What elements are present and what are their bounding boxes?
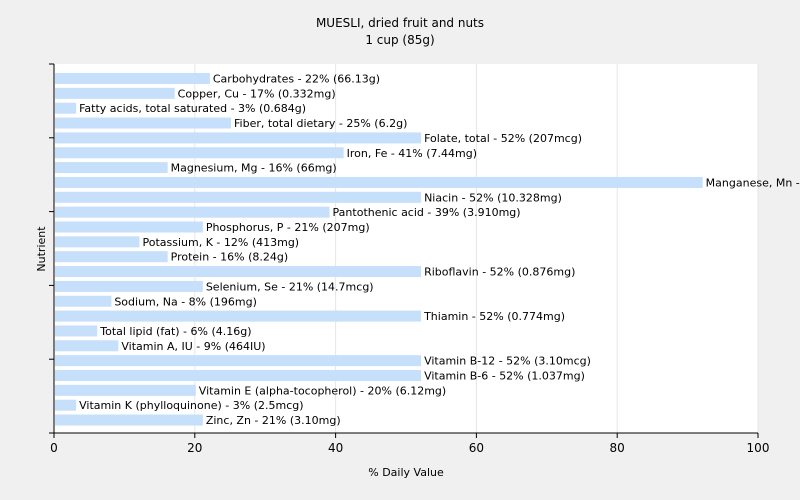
x-tick-label: 40 xyxy=(328,441,343,455)
bar xyxy=(55,102,77,114)
bar-label: Vitamin E (alpha-tocopherol) - 20% (6.12… xyxy=(199,384,446,397)
bar xyxy=(55,280,203,292)
bar xyxy=(55,355,422,367)
bar xyxy=(55,117,231,129)
bar-label: Protein - 16% (8.24g) xyxy=(171,251,289,264)
chart-subtitle: 1 cup (85g) xyxy=(365,33,434,47)
y-axis-label: Nutrient xyxy=(35,226,48,272)
bar xyxy=(55,325,98,337)
bar-label: Vitamin B-12 - 52% (3.10mcg) xyxy=(424,355,591,368)
x-tick-label: 80 xyxy=(610,441,625,455)
x-tick-label: 60 xyxy=(469,441,484,455)
bar xyxy=(55,147,344,159)
bar xyxy=(55,384,196,396)
bar xyxy=(55,340,119,352)
bar-label: Copper, Cu - 17% (0.332mg) xyxy=(178,87,336,100)
bar xyxy=(55,251,168,263)
bar xyxy=(55,221,203,233)
bar xyxy=(55,370,422,381)
x-axis-label: % Daily Value xyxy=(368,466,444,479)
bar xyxy=(55,176,703,188)
bar-label: Pantothenic acid - 39% (3.910mg) xyxy=(333,206,521,219)
bar xyxy=(55,132,422,144)
bar-label: Folate, total - 52% (207mcg) xyxy=(424,132,582,145)
bar-label: Vitamin B-6 - 52% (1.037mg) xyxy=(424,370,585,383)
bar xyxy=(55,295,112,307)
bar xyxy=(55,87,175,99)
bar-label: Selenium, Se - 21% (14.7mcg) xyxy=(206,280,374,293)
bar xyxy=(55,73,210,84)
bar-label: Iron, Fe - 41% (7.44mg) xyxy=(347,147,477,160)
bar-label: Magnesium, Mg - 16% (66mg) xyxy=(171,162,337,175)
bar-label: Riboflavin - 52% (0.876mg) xyxy=(424,266,575,279)
bar xyxy=(55,191,422,203)
bar xyxy=(55,310,422,322)
bar-label: Manganese, Mn - 92% (1.850mg) xyxy=(706,176,800,189)
bar xyxy=(55,266,422,278)
bar-label: Vitamin A, IU - 9% (464IU) xyxy=(121,340,265,353)
bar-labels: Carbohydrates - 22% (66.13g)Copper, Cu -… xyxy=(79,73,800,428)
x-tick-label: 20 xyxy=(187,441,202,455)
bar-label: Potassium, K - 12% (413mg) xyxy=(142,236,299,249)
bar xyxy=(55,162,168,174)
bar-label: Vitamin K (phylloquinone) - 3% (2.5mcg) xyxy=(79,399,303,412)
x-tick-label: 100 xyxy=(747,441,770,455)
bar-label: Thiamin - 52% (0.774mg) xyxy=(423,310,565,323)
bar xyxy=(55,399,77,411)
bar xyxy=(55,414,203,426)
y-axis-ticks xyxy=(49,63,54,434)
chart-title: MUESLI, dried fruit and nuts xyxy=(316,16,484,30)
bar xyxy=(55,236,140,248)
bar-label: Niacin - 52% (10.328mg) xyxy=(424,191,562,204)
bar-label: Phosphorus, P - 21% (207mg) xyxy=(206,221,370,234)
bars xyxy=(55,73,703,426)
x-tick-label: 0 xyxy=(50,441,58,455)
bar xyxy=(55,206,330,218)
bar-label: Sodium, Na - 8% (196mg) xyxy=(114,295,257,308)
bar-label: Fiber, total dietary - 25% (6.2g) xyxy=(234,117,407,130)
bar-label: Fatty acids, total saturated - 3% (0.684… xyxy=(79,102,306,115)
bar-label: Carbohydrates - 22% (66.13g) xyxy=(213,73,380,86)
bar-label: Total lipid (fat) - 6% (4.16g) xyxy=(99,325,251,338)
x-axis-ticks: 0 20 40 60 80 100 xyxy=(50,433,769,455)
bar-label: Zinc, Zn - 21% (3.10mg) xyxy=(206,414,341,427)
